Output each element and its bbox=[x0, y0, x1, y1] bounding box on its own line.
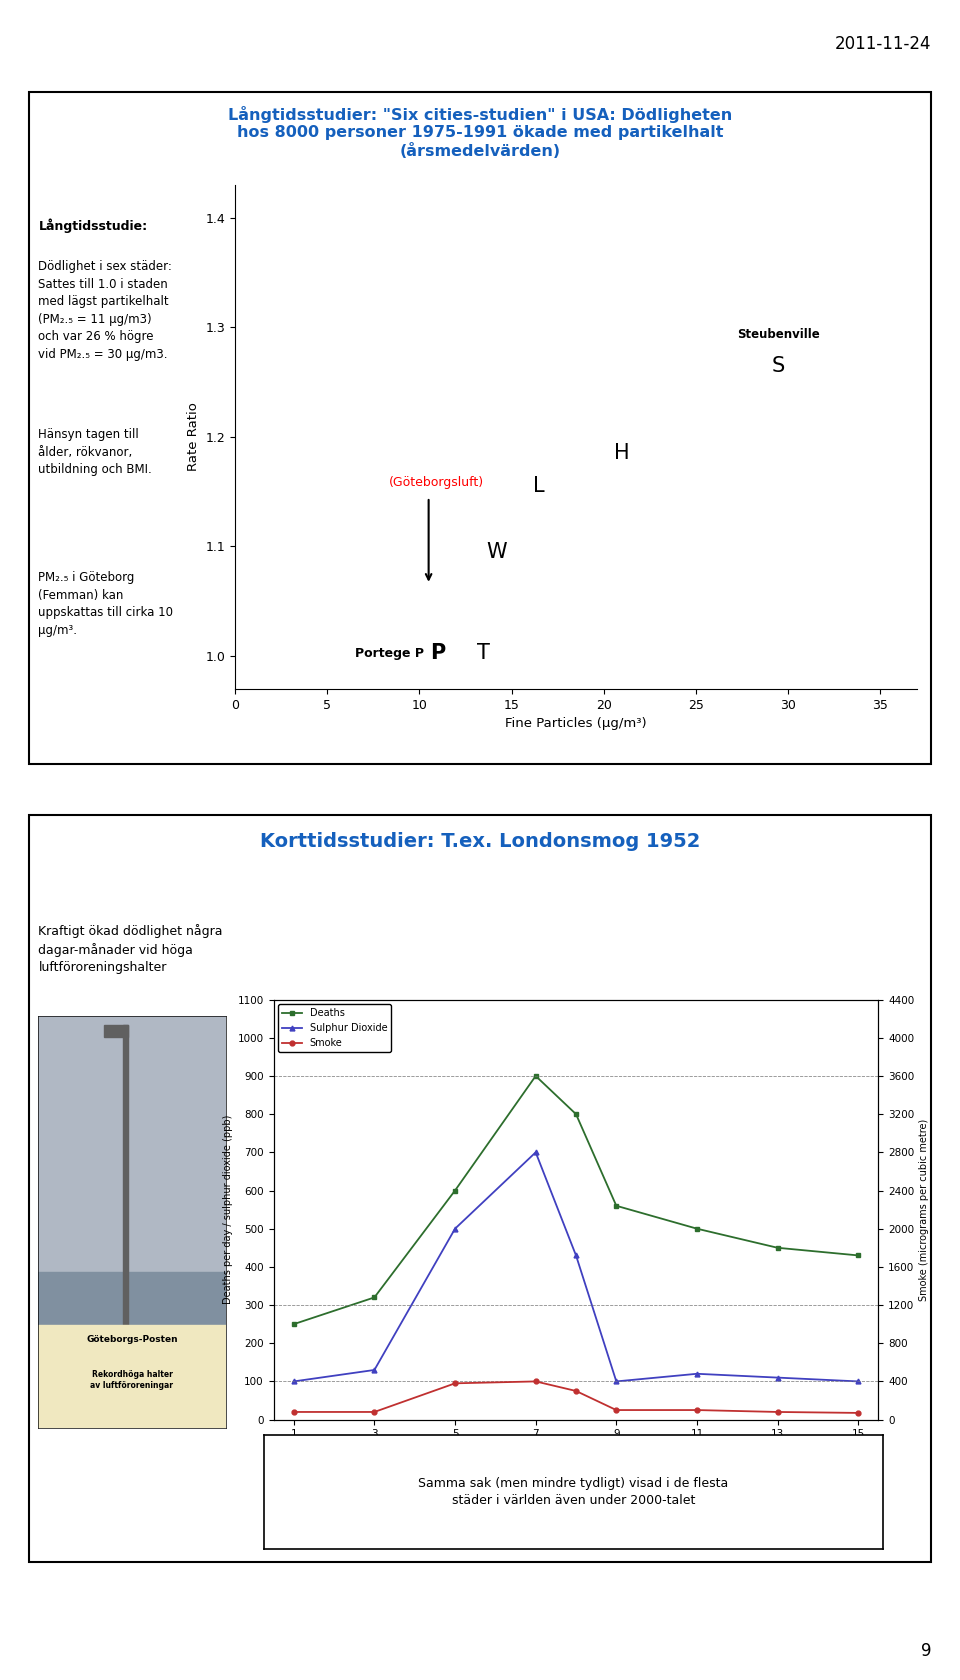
Smoke bbox=[288, 1401, 300, 1421]
Text: L: L bbox=[534, 475, 545, 496]
Smoke bbox=[691, 1399, 703, 1420]
Text: Rekordhöga halter
av luftföroreningar: Rekordhöga halter av luftföroreningar bbox=[90, 1371, 174, 1391]
Y-axis label: Rate Ratio: Rate Ratio bbox=[187, 403, 200, 470]
Sulphur Dioxide bbox=[530, 1142, 541, 1163]
Text: Kraftigt ökad dödlighet några
dagar-månader vid höga
luftföroreningshalter: Kraftigt ökad dödlighet några dagar-måna… bbox=[38, 924, 223, 974]
Sulphur Dioxide bbox=[852, 1371, 864, 1391]
Text: (Göteborgsluft): (Göteborgsluft) bbox=[389, 477, 484, 489]
Text: Långtidsstudie:: Långtidsstudie: bbox=[38, 218, 148, 234]
Smoke bbox=[530, 1371, 541, 1391]
Sulphur Dioxide bbox=[691, 1364, 703, 1384]
Sulphur Dioxide bbox=[449, 1218, 461, 1238]
Smoke bbox=[852, 1403, 864, 1423]
Text: Hänsyn tagen till
ålder, rökvanor,
utbildning och BMI.: Hänsyn tagen till ålder, rökvanor, utbil… bbox=[38, 428, 152, 477]
Bar bbox=[123, 1025, 129, 1326]
Sulphur Dioxide bbox=[611, 1371, 622, 1391]
Deaths bbox=[570, 1104, 582, 1124]
Bar bbox=[104, 1025, 129, 1037]
Legend: Deaths, Sulphur Dioxide, Smoke: Deaths, Sulphur Dioxide, Smoke bbox=[278, 1005, 391, 1052]
Deaths bbox=[530, 1065, 541, 1085]
Sulphur Dioxide bbox=[369, 1359, 380, 1379]
Text: S: S bbox=[772, 356, 785, 376]
Deaths bbox=[691, 1218, 703, 1238]
Y-axis label: Deaths per day / sulphur dioxide (ppb): Deaths per day / sulphur dioxide (ppb) bbox=[224, 1116, 233, 1304]
X-axis label: Fine Particles (µg/m³): Fine Particles (µg/m³) bbox=[505, 717, 647, 731]
Sulphur Dioxide bbox=[288, 1371, 300, 1391]
Text: Dödlighet i sex städer:
Sattes till 1.0 i staden
med lägst partikelhalt
(PM₂.₅ =: Dödlighet i sex städer: Sattes till 1.0 … bbox=[38, 260, 172, 361]
Line: Smoke: Smoke bbox=[291, 1379, 861, 1415]
Deaths bbox=[288, 1314, 300, 1334]
Text: H: H bbox=[614, 444, 630, 464]
Text: T: T bbox=[477, 643, 491, 662]
Text: Göteborgs-Posten: Göteborgs-Posten bbox=[86, 1336, 178, 1344]
Deaths bbox=[611, 1196, 622, 1216]
Smoke bbox=[570, 1381, 582, 1401]
Text: W: W bbox=[487, 543, 507, 561]
Deaths bbox=[772, 1238, 783, 1258]
Text: 9: 9 bbox=[921, 1641, 931, 1660]
Smoke bbox=[449, 1373, 461, 1393]
Smoke bbox=[611, 1399, 622, 1420]
Smoke bbox=[369, 1401, 380, 1421]
Text: PM₂.₅ i Göteborg
(Femman) kan
uppskattas till cirka 10
µg/m³.: PM₂.₅ i Göteborg (Femman) kan uppskattas… bbox=[38, 571, 174, 637]
Bar bbox=[38, 1016, 226, 1272]
Deaths bbox=[852, 1245, 864, 1265]
Deaths bbox=[449, 1181, 461, 1201]
Line: Sulphur Dioxide: Sulphur Dioxide bbox=[291, 1149, 861, 1384]
Text: Långtidsstudier: "Six cities-studien" i USA: Dödligheten
hos 8000 personer 1975-: Långtidsstudier: "Six cities-studien" i … bbox=[228, 106, 732, 160]
Line: Deaths: Deaths bbox=[291, 1074, 861, 1327]
Text: Samma sak (men mindre tydligt) visad i de flesta
städer i världen även under 200: Samma sak (men mindre tydligt) visad i d… bbox=[419, 1477, 729, 1507]
Text: Steubenville: Steubenville bbox=[737, 329, 820, 341]
Sulphur Dioxide bbox=[570, 1245, 582, 1265]
Text: 2011-11-24: 2011-11-24 bbox=[834, 35, 931, 54]
Sulphur Dioxide bbox=[772, 1368, 783, 1388]
Text: Portege P: Portege P bbox=[355, 647, 424, 660]
Y-axis label: Smoke (micrograms per cubic metre): Smoke (micrograms per cubic metre) bbox=[919, 1119, 928, 1300]
Bar bbox=[38, 1272, 226, 1326]
X-axis label: Date, December 1952: Date, December 1952 bbox=[515, 1443, 637, 1453]
Bar bbox=[38, 1326, 226, 1428]
Smoke bbox=[772, 1401, 783, 1421]
Text: Korttidsstudier: T.ex. Londonsmog 1952: Korttidsstudier: T.ex. Londonsmog 1952 bbox=[260, 832, 700, 850]
Deaths bbox=[369, 1287, 380, 1307]
Text: P: P bbox=[430, 643, 445, 662]
